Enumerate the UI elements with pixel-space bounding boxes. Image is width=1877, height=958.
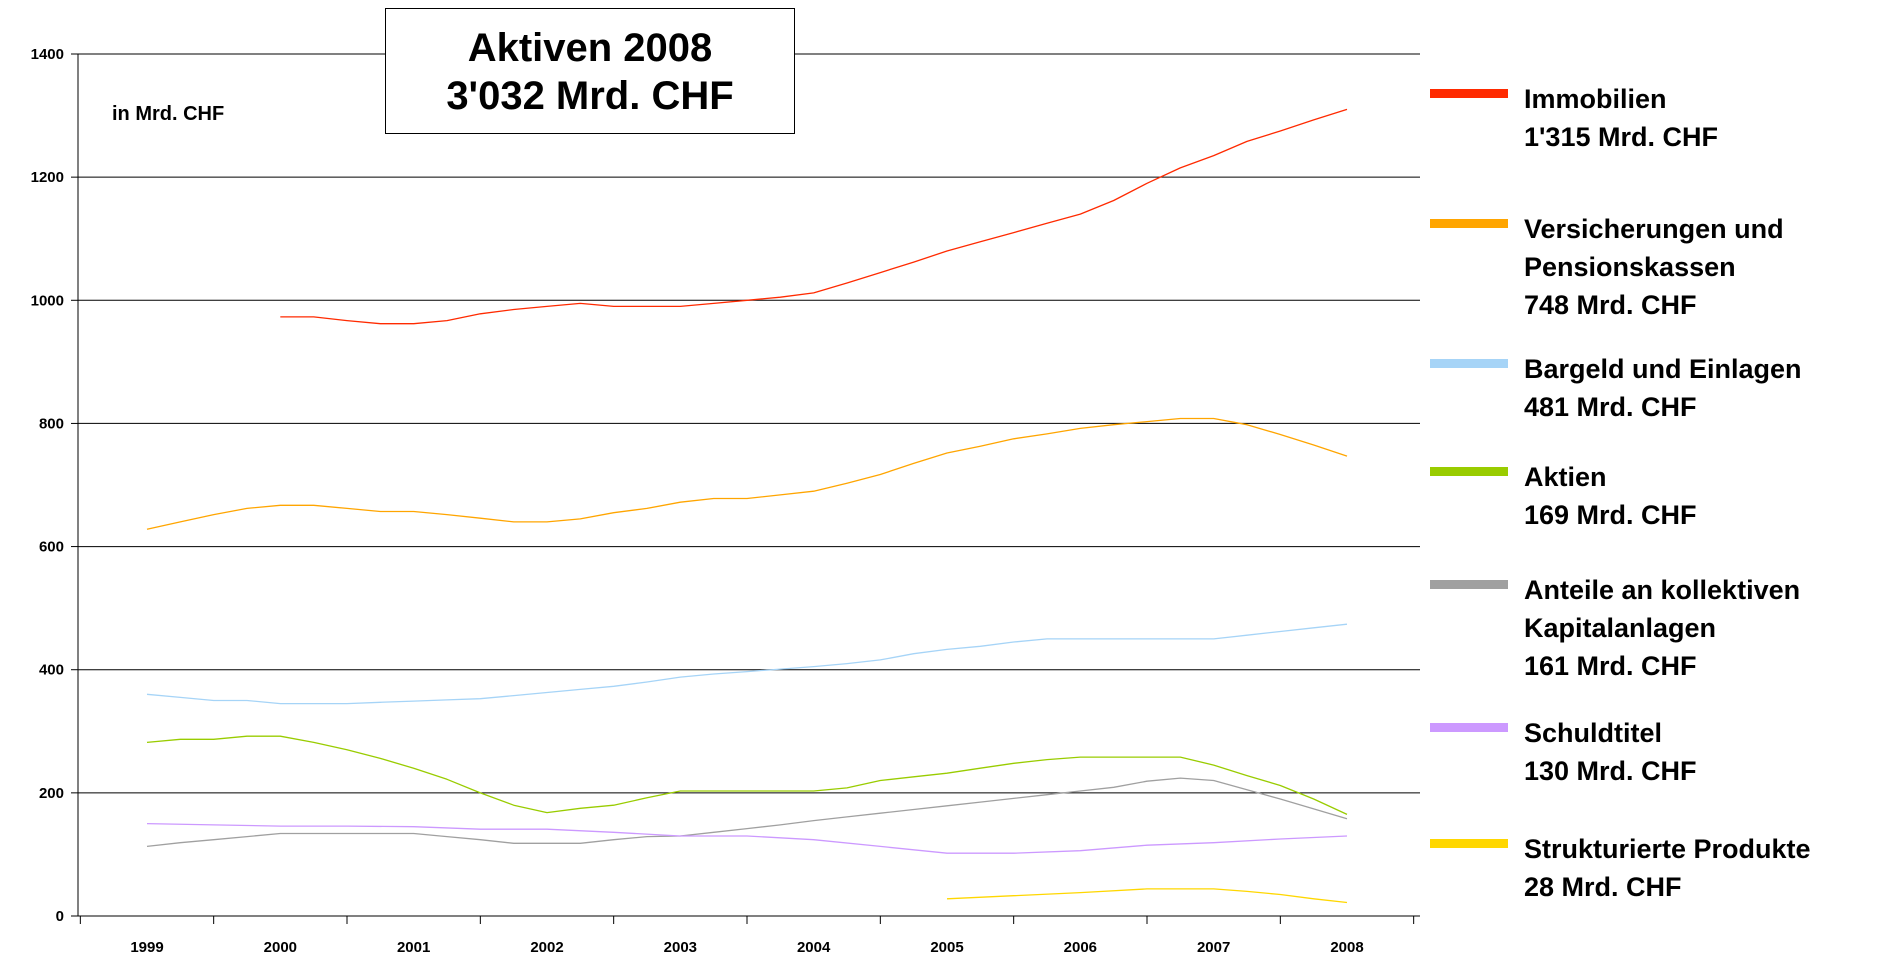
x-tick-label: 2000 (264, 939, 297, 956)
legend: Immobilien 1'315 Mrd. CHF Versicherungen u… (1430, 0, 1870, 958)
x-tick-label: 2004 (797, 939, 831, 956)
legend-label-line: Aktien (1524, 462, 1607, 492)
x-tick-label: 2001 (397, 939, 430, 956)
y-tick-label: 400 (39, 662, 64, 679)
legend-label-line: 161 Mrd. CHF (1524, 651, 1697, 681)
y-tick-label: 1400 (31, 46, 64, 63)
axes (71, 53, 1420, 924)
series-line-7 (946, 888, 1348, 904)
legend-label: Immobilien 1'315 Mrd. CHF (1524, 80, 1718, 156)
gridlines (78, 53, 1420, 794)
chart-title-line1: Aktiven 2008 (467, 26, 713, 70)
x-tick-label: 2003 (664, 939, 697, 956)
x-tick-label: 2005 (930, 939, 963, 956)
legend-swatch (1430, 580, 1508, 589)
x-tick-label: 2006 (1064, 939, 1097, 956)
legend-label: Aktien 169 Mrd. CHF (1524, 458, 1697, 534)
series-line-6 (146, 822, 1348, 854)
legend-label-line: 1'315 Mrd. CHF (1524, 122, 1718, 152)
y-tick-label: 1000 (31, 292, 64, 309)
legend-swatch (1430, 359, 1508, 368)
unit-label: in Mrd. CHF (112, 103, 224, 125)
legend-label-line: Strukturierte Produkte (1524, 834, 1811, 864)
legend-swatch (1430, 219, 1508, 228)
legend-swatch (1430, 839, 1508, 848)
x-tick-label: 1999 (130, 939, 163, 956)
y-tick-label: 800 (39, 415, 64, 432)
series-line-2 (146, 417, 1348, 530)
series-line-3 (146, 623, 1348, 705)
legend-label-line: Anteile an kollektiven (1524, 575, 1801, 605)
legend-label: Schuldtitel 130 Mrd. CHF (1524, 714, 1697, 790)
legend-label-line: 481 Mrd. CHF (1524, 392, 1697, 422)
legend-label-line: 169 Mrd. CHF (1524, 500, 1697, 530)
y-tick-label: 1200 (31, 169, 64, 186)
legend-label-line: Pensionskassen (1524, 252, 1736, 282)
x-tick-label: 2008 (1330, 939, 1363, 956)
series-line-5 (146, 777, 1348, 848)
chart-title-box: Aktiven 2008 3'032 Mrd. CHF (385, 8, 795, 134)
legend-label-line: 28 Mrd. CHF (1524, 872, 1682, 902)
legend-label-line: Versicherungen und (1524, 214, 1784, 244)
y-tick-label: 0 (56, 908, 64, 925)
legend-label: Strukturierte Produkte 28 Mrd. CHF (1524, 830, 1811, 906)
x-tick-labels: 1999 2000 2001 2002 2003 2004 2005 2006 2007 2008 (130, 939, 1363, 956)
legend-label-line: 748 Mrd. CHF (1524, 290, 1697, 320)
y-tick-labels: 0 200 400 600 800 1000 1200 1400 (31, 46, 64, 925)
legend-swatch (1430, 723, 1508, 732)
legend-swatch (1430, 467, 1508, 476)
x-tick-label: 2002 (530, 939, 563, 956)
legend-label-line: Bargeld und Einlagen (1524, 354, 1802, 384)
y-tick-label: 600 (39, 539, 64, 556)
series-line-4 (146, 735, 1348, 815)
legend-label-line: Schuldtitel (1524, 718, 1663, 748)
legend-label: Bargeld und Einlagen 481 Mrd. CHF (1524, 350, 1802, 426)
legend-label: Anteile an kollektiven Kapitalanlagen 161 … (1524, 571, 1800, 685)
legend-label-line: Kapitalanlagen (1524, 613, 1717, 643)
chart-title-line2: 3'032 Mrd. CHF (446, 74, 734, 118)
legend-label-line: Immobilien (1524, 84, 1667, 114)
y-tick-label: 200 (39, 785, 64, 802)
legend-label-line: 130 Mrd. CHF (1524, 756, 1697, 786)
series-lines (146, 108, 1348, 904)
legend-label: Versicherungen und Pensionskassen 748 Mrd.… (1524, 210, 1784, 324)
series-line-1 (280, 108, 1348, 325)
legend-swatch (1430, 89, 1508, 98)
x-tick-label: 2007 (1197, 939, 1230, 956)
